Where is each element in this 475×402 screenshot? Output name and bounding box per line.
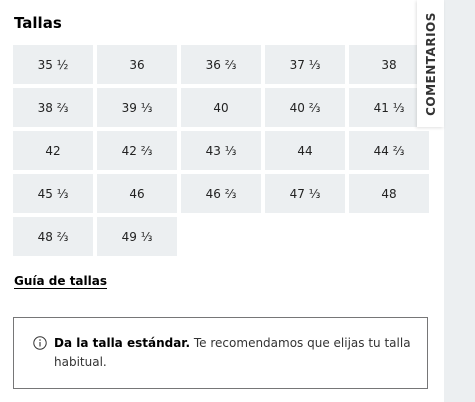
size-option[interactable]: 47 ⅓ xyxy=(265,174,345,213)
size-panel: Tallas 35 ½ 36 36 ⅔ 37 ⅓ 38 38 ⅔ 39 ⅓ 40… xyxy=(13,14,429,389)
size-option[interactable]: 46 xyxy=(97,174,177,213)
size-option[interactable]: 49 ⅓ xyxy=(97,217,177,256)
size-option[interactable]: 40 ⅔ xyxy=(265,88,345,127)
right-rail xyxy=(444,0,475,402)
notice-bold: Da la talla estándar. xyxy=(54,336,191,350)
size-option[interactable]: 42 ⅔ xyxy=(97,131,177,170)
size-option[interactable]: 35 ½ xyxy=(13,45,93,84)
info-icon xyxy=(33,336,47,350)
size-option[interactable]: 41 ⅓ xyxy=(349,88,429,127)
size-option[interactable]: 46 ⅔ xyxy=(181,174,261,213)
size-guide-link[interactable]: Guía de tallas xyxy=(14,274,107,288)
size-option[interactable]: 43 ⅓ xyxy=(181,131,261,170)
size-option[interactable]: 48 ⅔ xyxy=(13,217,93,256)
size-option[interactable]: 38 ⅔ xyxy=(13,88,93,127)
notice-body: Te recomendamos que elijas tu talla habi… xyxy=(54,336,411,369)
size-option[interactable]: 37 ⅓ xyxy=(265,45,345,84)
size-option[interactable]: 38 xyxy=(349,45,429,84)
feedback-tab[interactable]: COMENTARIOS xyxy=(417,0,444,127)
size-option[interactable]: 40 xyxy=(181,88,261,127)
size-option[interactable]: 42 xyxy=(13,131,93,170)
feedback-label: COMENTARIOS xyxy=(423,11,438,116)
size-option[interactable]: 39 ⅓ xyxy=(97,88,177,127)
size-option[interactable]: 36 ⅔ xyxy=(181,45,261,84)
size-option[interactable]: 44 ⅔ xyxy=(349,131,429,170)
sizes-title: Tallas xyxy=(14,14,62,32)
size-notice: Da la talla estándar. Te recomendamos qu… xyxy=(13,317,428,389)
size-option[interactable]: 48 xyxy=(349,174,429,213)
notice-text: Da la talla estándar. Te recomendamos qu… xyxy=(54,334,414,372)
size-grid: 35 ½ 36 36 ⅔ 37 ⅓ 38 38 ⅔ 39 ⅓ 40 40 ⅔ 4… xyxy=(13,45,429,256)
size-option[interactable]: 44 xyxy=(265,131,345,170)
size-option[interactable]: 45 ⅓ xyxy=(13,174,93,213)
size-option[interactable]: 36 xyxy=(97,45,177,84)
